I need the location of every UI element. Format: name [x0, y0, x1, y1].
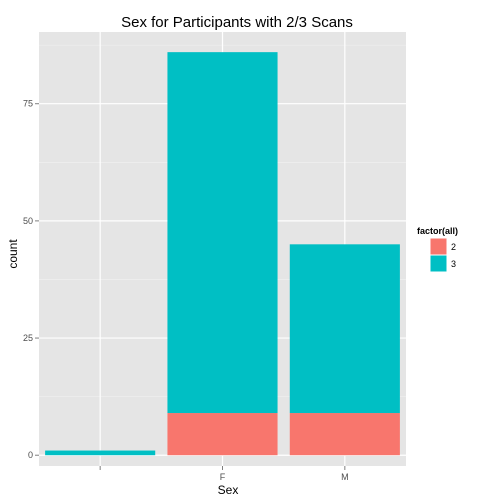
- bar-segment: [289, 244, 400, 414]
- bar-segment: [45, 450, 156, 456]
- y-tick-label: 0: [28, 450, 33, 460]
- legend-title: factor(all): [417, 226, 458, 236]
- chart-title: Sex for Participants with 2/3 Scans: [121, 14, 353, 31]
- y-axis-title: count: [6, 239, 20, 269]
- x-axis-title: Sex: [218, 483, 239, 497]
- bar-segment: [167, 52, 278, 414]
- legend-key-swatch: [430, 255, 447, 272]
- bar-segment: [167, 413, 278, 456]
- x-tick-label: M: [341, 472, 349, 482]
- legend-key-swatch: [430, 238, 447, 255]
- x-tick-label: F: [220, 472, 226, 482]
- y-tick-label: 75: [23, 99, 33, 109]
- y-tick-label: 50: [23, 216, 33, 226]
- legend: factor(all) 2 3: [417, 226, 458, 273]
- legend-label: 2: [451, 242, 456, 252]
- legend-label: 3: [451, 259, 456, 269]
- bar-segment: [289, 413, 400, 456]
- y-axis-ticks: 0 25 50 75: [23, 99, 39, 460]
- bars: [45, 52, 400, 456]
- y-tick-label: 25: [23, 333, 33, 343]
